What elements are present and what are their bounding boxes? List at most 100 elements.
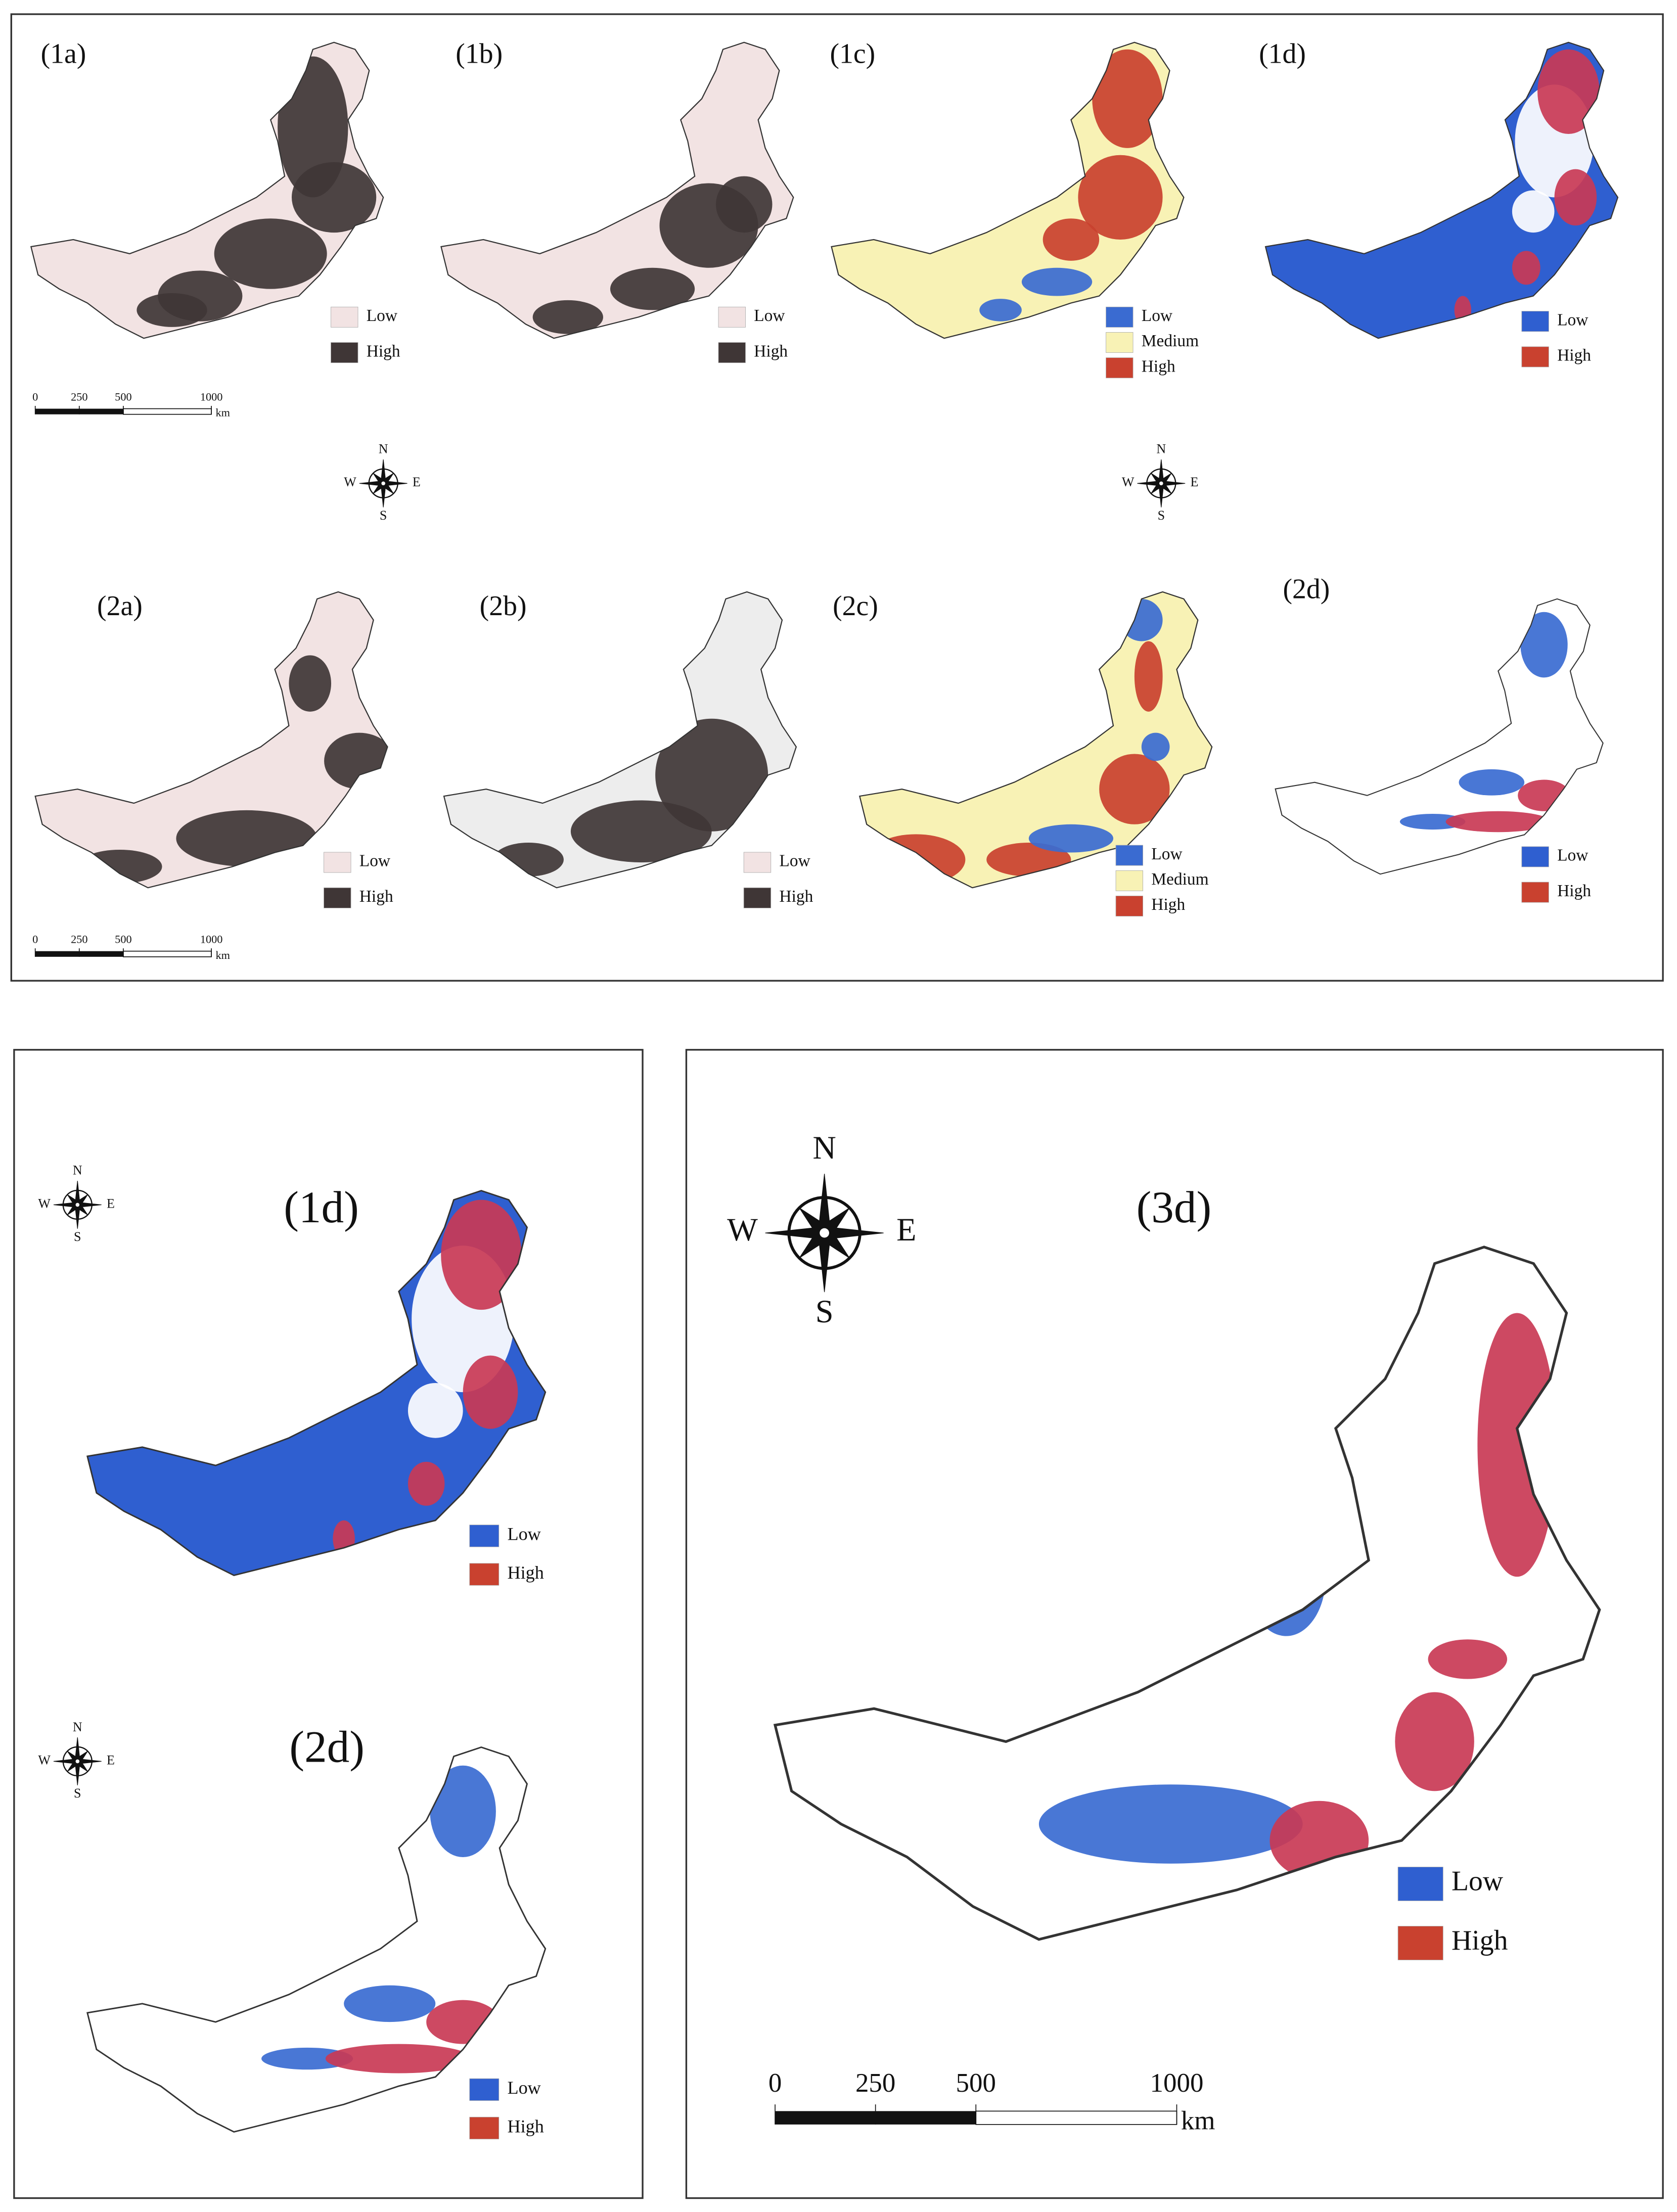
class-patch [532,300,604,334]
panel-frame [685,1049,1664,2199]
panel-label: (2d) [289,1722,365,1772]
class-patch [325,2044,472,2073]
legend-label: High [359,887,393,906]
legend-swatch [1106,332,1134,353]
class-patch [1477,688,1493,720]
legend-swatch [469,1525,500,1547]
compass-center [75,1759,80,1764]
panel-label: (1c) [830,38,876,69]
map [1264,41,1619,339]
legend-label: High [1557,346,1591,365]
class-patch [1512,251,1540,285]
legend-swatch [1106,357,1134,379]
legend-swatch [743,852,772,873]
panel-frame [10,13,1664,982]
scale-bar-empty [123,408,212,415]
class-patch [1141,732,1170,761]
map [34,591,388,889]
region-classes [532,176,773,334]
legend-label: High [779,887,813,906]
compass-label: E [107,1753,115,1767]
legend-label: High [507,1562,543,1583]
class-patch [1428,1639,1508,1679]
class-patch [463,1355,518,1429]
class-patch [1518,779,1570,811]
legend-swatch [469,2078,500,2101]
compass-label: S [74,1786,81,1801]
class-patch [1270,1801,1369,1880]
legend-label: High [507,2116,543,2136]
legend-label: Medium [1142,332,1199,350]
region-classes [1454,49,1600,325]
legend-swatch [1521,846,1549,867]
map [1275,598,1604,875]
panel-label: (3d) [1137,1183,1212,1232]
compass-label: N [73,1720,82,1734]
class-patch [979,299,1022,321]
class-patch [441,1200,522,1310]
class-patch [1520,612,1568,678]
legend-label: Low [359,852,390,870]
legend-label: Low [1142,306,1172,325]
map [30,41,384,339]
compass-label: E [896,1212,916,1248]
compass-label: W [1122,475,1135,489]
class-patch [407,1461,445,1506]
compass-label: S [380,508,387,523]
compass-label: N [812,1130,836,1166]
class-patch [1134,641,1163,712]
compass-label: N [73,1163,82,1178]
class-patch [1021,267,1093,296]
legend-label: Medium [1151,870,1208,889]
legend-label: High [367,342,400,360]
legend-swatch [331,306,358,328]
legend-swatch [1521,311,1549,332]
legend-label: Low [779,852,810,870]
panel-frame [13,1049,644,2199]
scale-bar-label: 1000 [200,933,223,946]
scale-bar-label: 500 [115,390,131,403]
compass-label: E [413,475,421,489]
legend-swatch [324,887,351,908]
scale-bar-label: 500 [956,2068,996,2098]
legend-swatch [718,342,746,363]
legend-swatch [1397,1926,1443,1960]
legend-label: High [1151,895,1185,914]
scale-bar-label: 0 [32,390,38,403]
map [86,1746,547,2133]
legend-swatch [469,1563,500,1586]
legend-label: Low [754,306,785,325]
compass-center [1159,481,1163,486]
map [831,41,1185,339]
map [775,1247,1600,1940]
class-patch [1043,218,1100,261]
compass-label: S [74,1229,81,1244]
scale-bar-label: 1000 [200,390,223,403]
region-classes [493,718,768,877]
scale-bar-unit: km [215,406,230,419]
class-patch [1537,49,1600,134]
compass-center [820,1228,829,1238]
compass-label: E [107,1196,115,1211]
class-patch [570,800,712,863]
class-patch [261,2047,353,2070]
scale-bar-label: 500 [115,933,131,946]
compass-center [381,481,385,486]
class-patch [1399,813,1466,830]
legend-label: Low [1557,310,1588,329]
class-patch [426,2000,500,2044]
class-patch [77,849,162,884]
legend-swatch [1521,882,1549,903]
legend-label: Low [507,2078,540,2098]
panel-label: (2d) [1283,574,1330,605]
legend-swatch [1115,845,1143,866]
scale-bar-empty [975,2110,1177,2125]
class-patch [176,810,318,867]
scale-bar-unit: km [1181,2106,1215,2135]
class-patch [1477,1313,1557,1577]
class-patch [1028,824,1114,853]
panel-label: (1d) [284,1183,359,1232]
scale-bar-label: 0 [768,2068,782,2098]
legend-swatch [331,342,358,363]
compass-label: S [815,1294,834,1329]
